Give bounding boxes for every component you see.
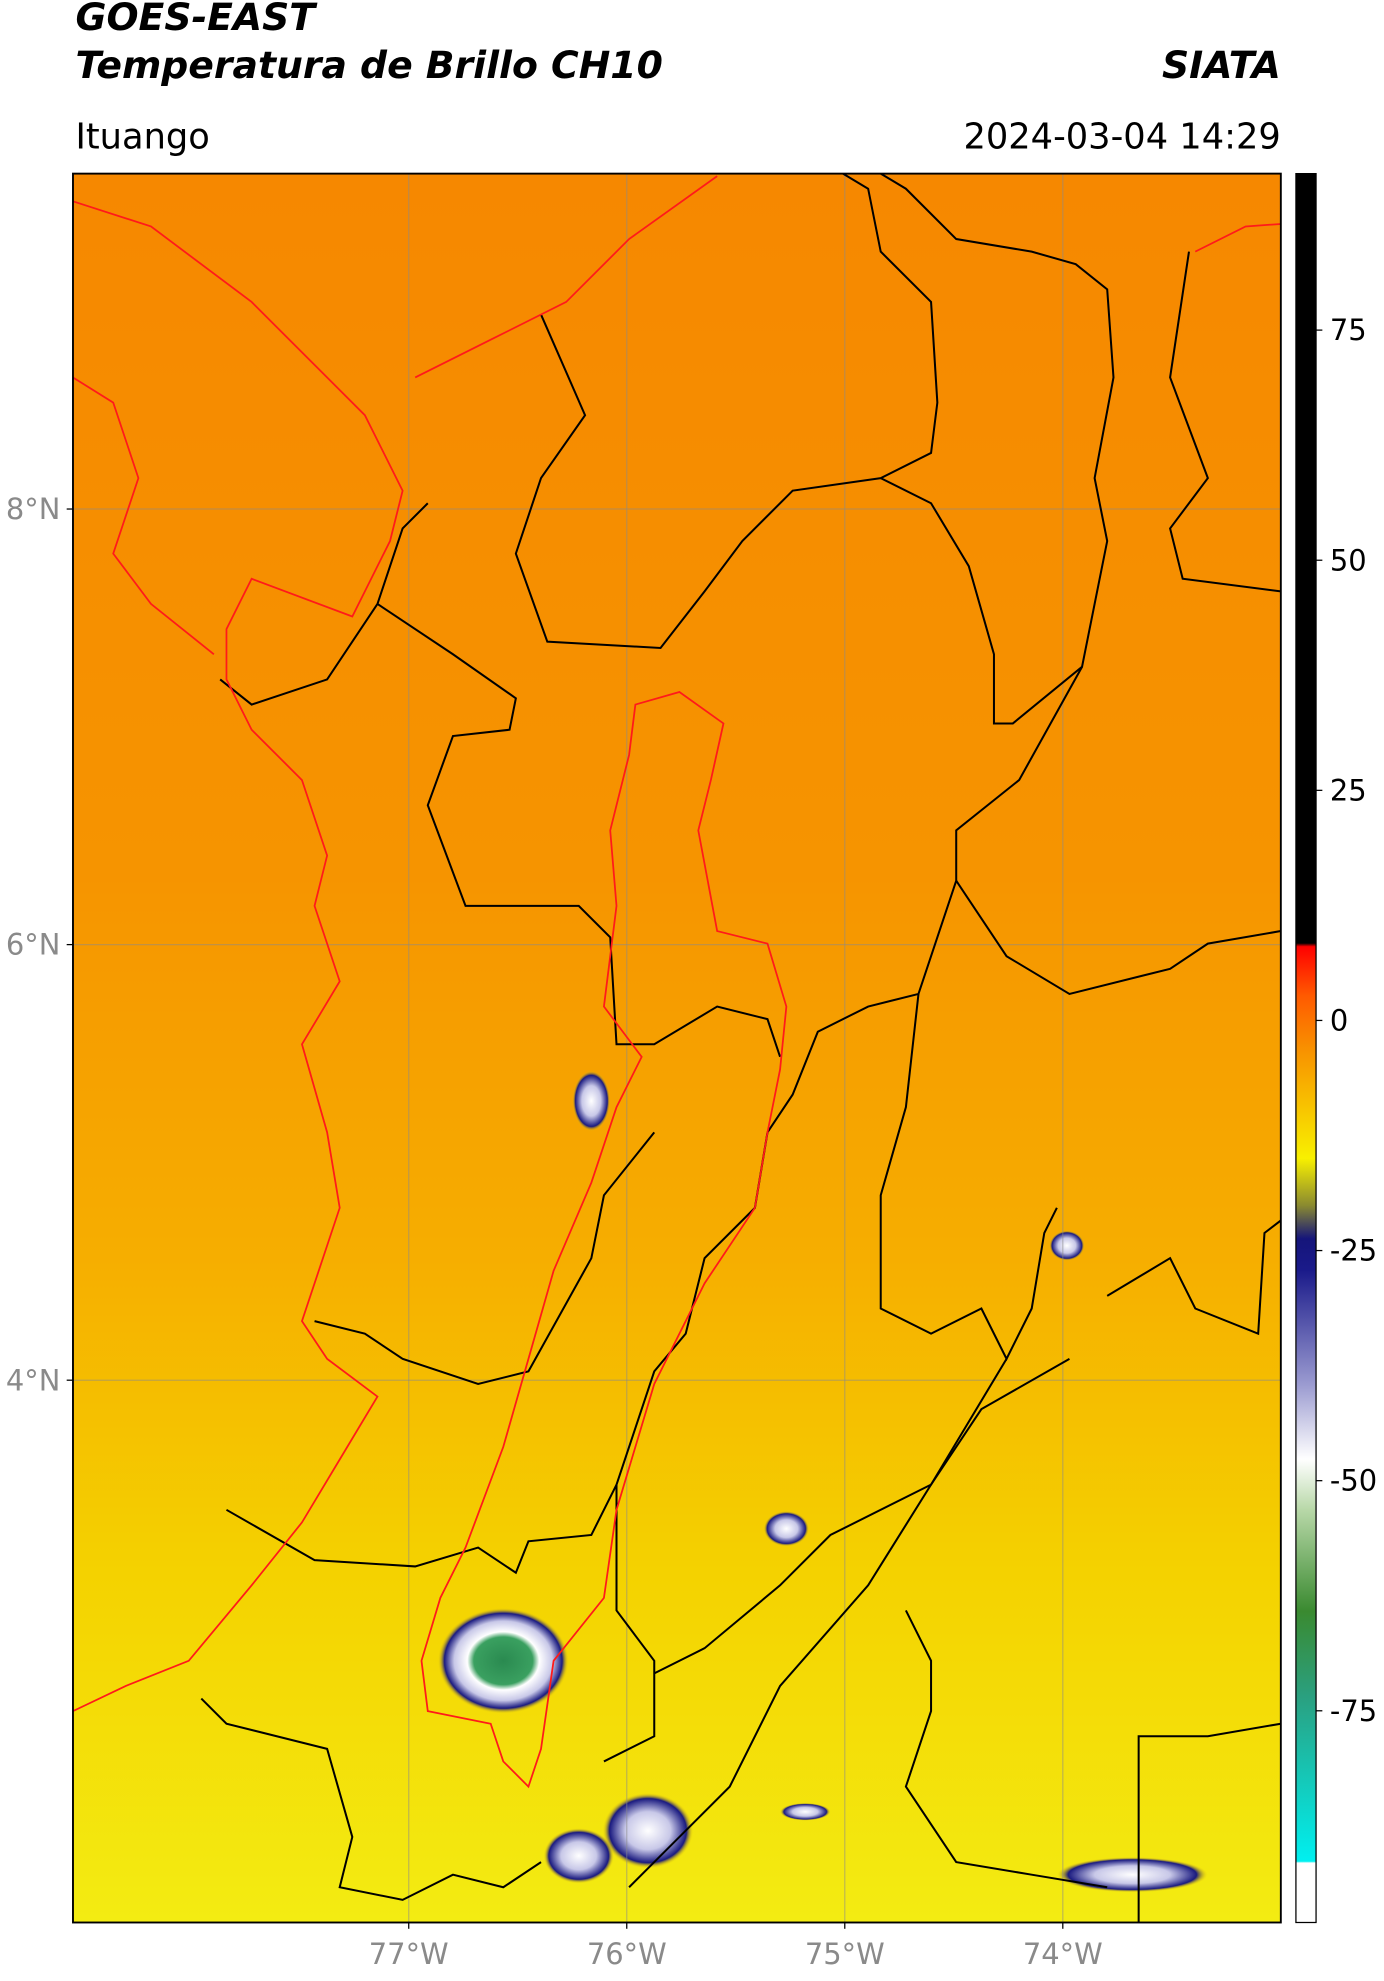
title: GOES-EAST (75, 0, 318, 39)
cloud (543, 1828, 614, 1884)
subtitle: Temperatura de Brillo CH10 (75, 43, 662, 87)
colorbar-label: 0 (1330, 1004, 1348, 1038)
colorbar-label: -75 (1330, 1694, 1377, 1728)
coast-and-basin (72, 175, 1281, 1789)
borders (200, 173, 1281, 1923)
cloud (572, 1070, 611, 1132)
location: Ituango (75, 116, 209, 157)
lat-label: 8°N (6, 492, 61, 526)
cloud (1056, 1857, 1208, 1893)
graticule (72, 173, 1281, 1923)
lon-label: 76°W (587, 1937, 667, 1971)
cloud (602, 1792, 694, 1869)
lon-label: 77°W (369, 1937, 449, 1971)
lon-label: 75°W (805, 1937, 885, 1971)
lat-label: 6°N (6, 928, 61, 962)
colorbar-label: 25 (1330, 773, 1367, 807)
cloud (763, 1511, 810, 1547)
datetime: 2024-03-04 14:29 (963, 116, 1280, 157)
map-frame (72, 172, 1282, 1924)
lon-label: 74°W (1023, 1937, 1103, 1971)
map-background (72, 173, 1281, 1923)
lat-label: 4°N (6, 1363, 61, 1397)
colorbar-label: -25 (1330, 1234, 1377, 1268)
cloud (1049, 1230, 1085, 1261)
colorbar-label: 50 (1330, 543, 1367, 577)
source: SIATA (1162, 43, 1281, 87)
colorbar-label: 75 (1330, 313, 1367, 347)
colorbar (1295, 172, 1317, 1924)
cloud (437, 1607, 569, 1714)
colorbar-label: -50 (1330, 1464, 1377, 1498)
map (72, 173, 1281, 1923)
cloud (780, 1802, 831, 1821)
